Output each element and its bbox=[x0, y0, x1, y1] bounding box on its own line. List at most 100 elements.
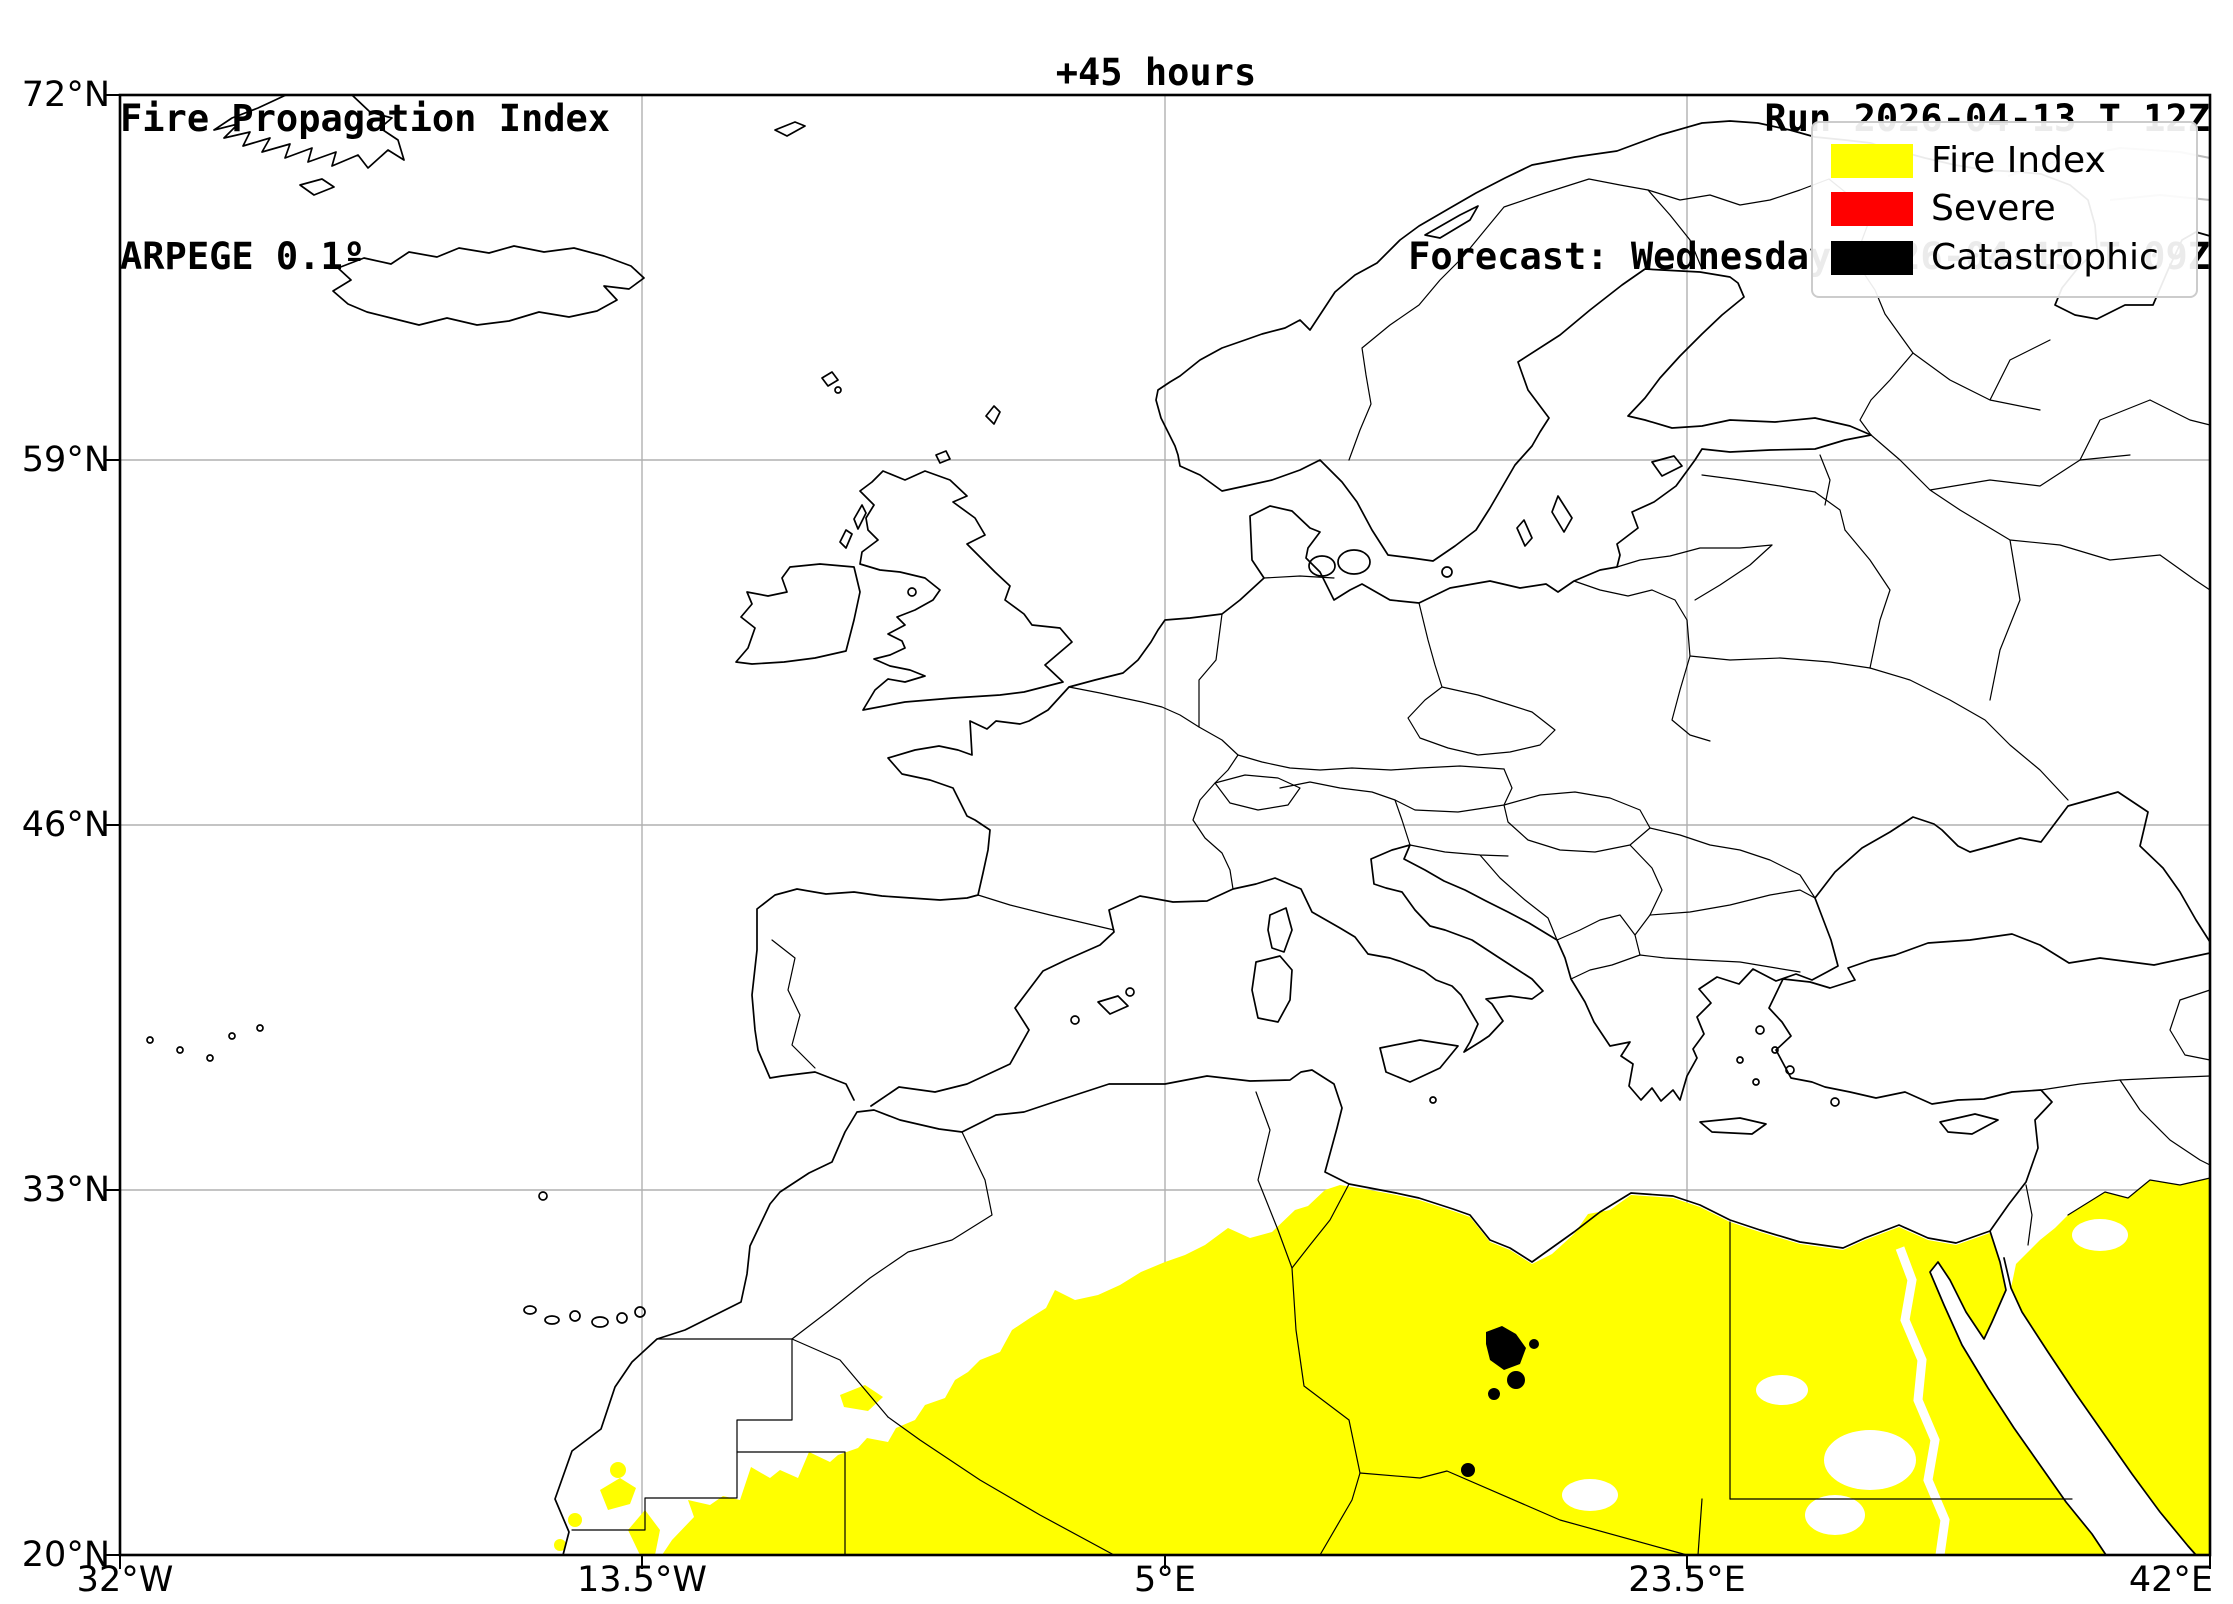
fire-patch-dot bbox=[554, 1539, 566, 1551]
coastline-sinai-redsea-west bbox=[1929, 1230, 2107, 1556]
border-russia-lattice-2 bbox=[1912, 339, 2211, 701]
border-albania-macedonia bbox=[1570, 954, 1641, 980]
catastrophic-spot bbox=[1488, 1388, 1500, 1400]
lead-time-label: +45 hours bbox=[1055, 51, 1257, 94]
catastrophic-spot-south bbox=[1461, 1463, 1475, 1477]
border-morocco-algeria bbox=[791, 1131, 993, 1340]
catastrophic-spot bbox=[1507, 1371, 1525, 1389]
map-gridlines bbox=[120, 95, 2210, 1555]
coastline-cyprus bbox=[1939, 1113, 1999, 1135]
border-algeria-mali bbox=[887, 1416, 1115, 1556]
catastrophic-swatch bbox=[1831, 240, 1913, 275]
border-serbia bbox=[1629, 844, 1663, 956]
border-slovenia-croatia bbox=[1409, 844, 1509, 857]
border-turkey-east bbox=[2169, 989, 2211, 1061]
coastline-redsea-east-arabia bbox=[2003, 1257, 2197, 1556]
border-sweden-finland bbox=[1647, 189, 1703, 270]
fire-region-levant-arabia bbox=[2011, 1178, 2210, 1555]
coastline-oland bbox=[1516, 519, 1533, 547]
x-tick-label: 5°E bbox=[1134, 1560, 1196, 1600]
border-denmark-germany bbox=[1263, 575, 1335, 579]
border-tunisia-libya bbox=[1291, 1183, 1350, 1269]
catastrophic-layer bbox=[1461, 1326, 1539, 1477]
header-left: Fire Propagation Index ARPEGE 0.1º bbox=[120, 4, 610, 372]
border-latvia-russia bbox=[1814, 491, 1846, 531]
coastline-corsica bbox=[1267, 907, 1293, 953]
coastline-bornholm bbox=[1441, 566, 1453, 578]
border-algeria-libya bbox=[1291, 1267, 1361, 1474]
border-estonia-russia bbox=[1819, 454, 1831, 506]
fire-index-swatch bbox=[1831, 144, 1913, 179]
severe-swatch bbox=[1831, 192, 1913, 227]
coastline-jan-mayen bbox=[774, 121, 806, 137]
coastline-sardinia bbox=[1251, 955, 1293, 1023]
coastline-madeira bbox=[538, 1191, 548, 1201]
border-belarus-russia bbox=[1844, 529, 1891, 669]
coastline-saaremaa bbox=[1651, 455, 1683, 477]
y-tick-label: 72°N bbox=[21, 75, 110, 115]
border-western-sahara bbox=[571, 1338, 793, 1531]
coastline-funen bbox=[1308, 555, 1336, 577]
border-libya-niger-chad bbox=[1359, 1470, 1688, 1556]
fire-patch-west-3 bbox=[840, 1385, 883, 1411]
border-croatia-bosnia bbox=[1479, 854, 1558, 941]
coastline-lofoten bbox=[1424, 205, 1479, 239]
coastline-europe-mediterranean-blacksea bbox=[870, 791, 2211, 1107]
coastlines bbox=[146, 94, 2211, 1556]
coastline-anatolia-africa bbox=[554, 933, 2211, 1556]
fire-patch-dot bbox=[610, 1462, 626, 1478]
fire-region-sahara bbox=[662, 1185, 2106, 1555]
border-montenegro bbox=[1556, 914, 1636, 941]
coastline-mallorca bbox=[1097, 995, 1129, 1015]
coastline-faroes bbox=[821, 371, 839, 387]
fire-patch-west-2 bbox=[600, 1478, 636, 1510]
x-tick-label: 32°W bbox=[76, 1560, 174, 1600]
border-pyrenees bbox=[977, 894, 1115, 931]
coastline-crete bbox=[1699, 1117, 1767, 1135]
coastline-greenland bbox=[213, 94, 405, 169]
border-chad-sudan bbox=[1697, 1498, 1703, 1556]
border-lithuania-belarus bbox=[1694, 544, 1773, 601]
legend-item-severe: Severe bbox=[1831, 189, 2178, 229]
border-germany-poland bbox=[1418, 602, 1443, 688]
catastrophic-spot bbox=[1529, 1339, 1539, 1349]
y-tick-label: 59°N bbox=[21, 440, 110, 480]
coastline-canary-islands bbox=[523, 1305, 646, 1328]
border-poland-east bbox=[1651, 589, 1711, 742]
model-label: ARPEGE 0.1º bbox=[120, 235, 366, 278]
border-austria-south bbox=[1279, 768, 1513, 813]
coastline-great-britain bbox=[859, 470, 1073, 711]
border-norway-sweden bbox=[1348, 178, 1649, 461]
coastline-isle-of-man bbox=[907, 587, 917, 597]
coastline-greenland-islet bbox=[299, 178, 335, 196]
border-germany-south bbox=[1237, 754, 1505, 771]
y-tick-label: 46°N bbox=[21, 805, 110, 845]
coastline-rhodes bbox=[1830, 1097, 1840, 1107]
catastrophic-spot-main bbox=[1486, 1326, 1526, 1370]
nile-river bbox=[1895, 1246, 1950, 1556]
x-tick-label: 13.5°W bbox=[576, 1560, 708, 1600]
border-france-east bbox=[1068, 686, 1239, 890]
border-israel-jordan bbox=[2025, 1184, 2033, 1246]
y-tick-label: 20°N bbox=[21, 1535, 110, 1575]
border-italy-slovenia bbox=[1394, 799, 1411, 846]
fire-layer-holes bbox=[1562, 1219, 2128, 1556]
border-latvia-lithuania bbox=[1616, 544, 1773, 568]
legend-label: Fire Index bbox=[1931, 140, 2106, 182]
x-tick-label: 42°E bbox=[2128, 1560, 2213, 1600]
border-czechia bbox=[1407, 686, 1556, 756]
coastline-sicily bbox=[1379, 1039, 1459, 1083]
coastline-malta bbox=[1429, 1096, 1437, 1104]
x-tick-label: 23.5°E bbox=[1628, 1560, 1746, 1600]
border-benelux-germany bbox=[1198, 613, 1223, 728]
border-algeria-mauritania bbox=[791, 1338, 889, 1418]
coastline-hebrides bbox=[839, 504, 867, 549]
coastline-iceland bbox=[332, 245, 645, 326]
border-mauritania-mali bbox=[736, 1451, 846, 1556]
coastline-ireland bbox=[735, 563, 861, 665]
map-legend: Fire Index Severe Catastrophic bbox=[1811, 121, 2198, 298]
coastline-ibiza bbox=[1070, 1015, 1080, 1025]
border-kaliningrad bbox=[1573, 580, 1653, 597]
